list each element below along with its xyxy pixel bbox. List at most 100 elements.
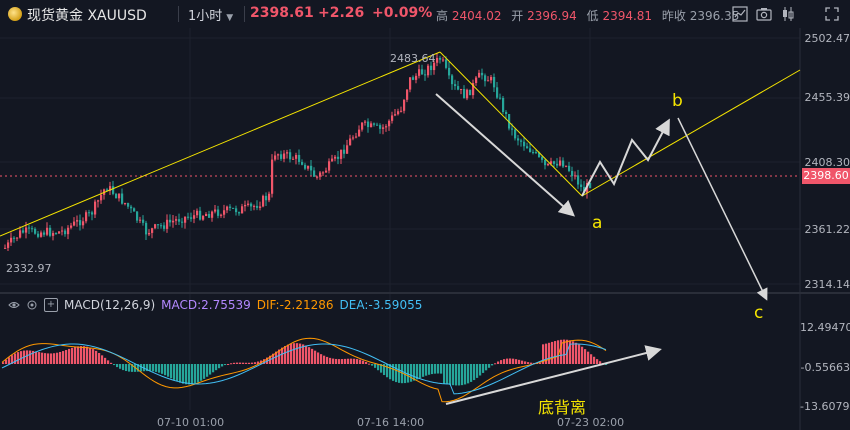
macd-bar xyxy=(116,364,119,368)
macd-bar xyxy=(71,347,74,364)
eye-icon[interactable] xyxy=(8,299,20,311)
macd-bar xyxy=(434,364,437,374)
candle-body xyxy=(241,206,244,214)
candle-body xyxy=(589,182,592,189)
macd-bar xyxy=(8,357,11,364)
fullscreen-icon[interactable] xyxy=(822,4,842,24)
macd-bar xyxy=(335,358,338,364)
macd-bar xyxy=(56,352,59,364)
macd-bar xyxy=(194,364,197,384)
candles-icon[interactable] xyxy=(778,4,798,24)
candle-body xyxy=(553,161,556,164)
macd-bar xyxy=(593,356,596,364)
interval-selector[interactable]: 1小时 ▼ xyxy=(188,5,233,24)
macd-bar xyxy=(68,348,71,364)
candle-body xyxy=(232,207,235,209)
candle-body xyxy=(184,216,187,223)
line-chart-icon[interactable] xyxy=(730,4,750,24)
candle-body xyxy=(121,193,124,204)
macd-bar xyxy=(302,344,305,364)
high-value: 2404.02 xyxy=(451,9,502,23)
macd-bar xyxy=(221,364,224,367)
macd-bar xyxy=(50,353,53,364)
macd-bar xyxy=(290,343,293,364)
macd-bar xyxy=(227,363,230,365)
candle-body xyxy=(349,138,352,146)
low-label: 低 xyxy=(586,9,599,23)
candle-body xyxy=(226,206,229,211)
macd-bar xyxy=(278,349,281,364)
macd-bar xyxy=(5,359,8,364)
macd-bar xyxy=(44,353,47,364)
macd-bar xyxy=(167,364,170,377)
candle-body xyxy=(574,175,577,177)
candle-body xyxy=(508,113,511,129)
candle-body xyxy=(391,115,394,121)
candle-body xyxy=(130,206,133,209)
macd-bar xyxy=(230,363,233,365)
candle-body xyxy=(199,210,202,220)
chevron-down-icon: ▼ xyxy=(226,13,234,23)
interval-label: 1小时 xyxy=(188,9,223,24)
add-indicator-icon[interactable]: + xyxy=(44,298,58,312)
candle-body xyxy=(364,121,367,123)
macd-bar xyxy=(74,346,77,364)
candle-body xyxy=(139,219,142,221)
macd-bar xyxy=(605,364,608,365)
candle-body xyxy=(43,232,46,235)
macd-bar xyxy=(41,352,44,364)
candle-body xyxy=(4,247,7,249)
candle-body xyxy=(523,141,526,147)
macd-bar xyxy=(347,358,350,364)
camera-icon[interactable] xyxy=(754,4,774,24)
candle-body xyxy=(229,206,232,208)
macd-bar xyxy=(320,354,323,364)
macd-bar xyxy=(101,355,104,364)
candle-body xyxy=(409,77,412,90)
macd-bar xyxy=(482,364,485,373)
symbol-name[interactable]: 现货黄金 XAUUSD xyxy=(27,8,147,24)
candle-body xyxy=(487,80,490,82)
candle-body xyxy=(538,152,541,158)
candle-body xyxy=(325,170,328,173)
candle-body xyxy=(148,232,151,235)
dea-line xyxy=(1,343,607,395)
macd-bar xyxy=(332,358,335,364)
macd-bar xyxy=(215,364,218,371)
macd-axis-label: -0.55663 xyxy=(800,361,850,374)
candle-body xyxy=(439,57,442,60)
candle-body xyxy=(94,201,97,215)
candle-body xyxy=(37,233,40,237)
dea-value: DEA:-3.59055 xyxy=(339,298,423,312)
macd-bar xyxy=(11,355,14,364)
macd-bar xyxy=(356,359,359,364)
candle-body xyxy=(169,219,172,223)
candle-body xyxy=(406,89,409,100)
candle-body xyxy=(205,213,208,216)
macd-bar xyxy=(461,364,464,386)
candle-body xyxy=(13,237,16,239)
macd-bar xyxy=(446,364,449,385)
macd-bar xyxy=(107,360,110,364)
candle-body xyxy=(322,172,325,174)
candle-body xyxy=(25,227,28,233)
candle-body xyxy=(238,212,241,214)
candle-body xyxy=(28,227,31,229)
candle-body xyxy=(517,138,520,141)
candle-body xyxy=(457,86,460,90)
low-value: 2394.81 xyxy=(602,9,653,23)
candle-body xyxy=(529,148,532,152)
macd-bar xyxy=(245,362,248,364)
toolbar-divider xyxy=(244,6,245,22)
macd-bar xyxy=(341,359,344,364)
candle-body xyxy=(511,128,514,130)
wave-label-a: a xyxy=(592,213,603,233)
candle-body xyxy=(343,149,346,154)
macd-bar xyxy=(470,364,473,382)
candle-body xyxy=(259,206,262,208)
candle-body xyxy=(280,154,283,159)
candle-body xyxy=(85,212,88,222)
settings-icon[interactable] xyxy=(26,299,38,311)
macd-bar xyxy=(296,343,299,364)
